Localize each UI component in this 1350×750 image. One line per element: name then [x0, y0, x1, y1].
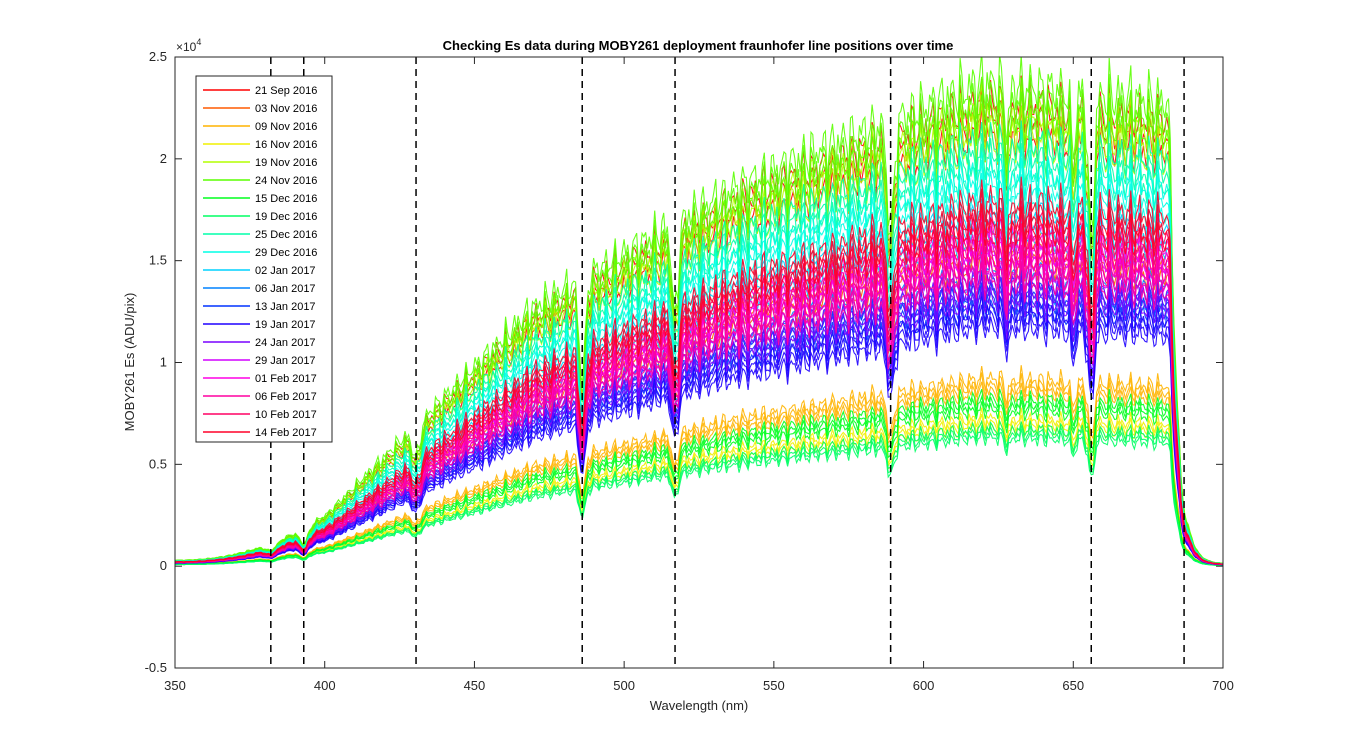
y-tick-label: 1: [160, 355, 167, 370]
series-line: [175, 424, 1223, 566]
series-line: [175, 313, 1223, 566]
y-tick-label: 1.5: [149, 253, 167, 268]
legend-entry: 06 Feb 2017: [255, 391, 317, 403]
series-line: [175, 158, 1223, 565]
series-line: [175, 57, 1223, 564]
series-line: [175, 242, 1223, 565]
series-line: [175, 148, 1223, 565]
x-tick-label: 650: [1062, 678, 1084, 693]
y-tick-label: 0.5: [149, 456, 167, 471]
legend-entry: 03 Nov 2016: [255, 103, 317, 115]
series-layer: [175, 57, 1223, 566]
series-line: [175, 129, 1223, 565]
series-line: [175, 285, 1223, 566]
legend-entry: 01 Feb 2017: [255, 373, 317, 385]
x-axis: 350 400 450 500 550 600 650 700: [164, 57, 1234, 693]
legend-entry: 19 Jan 2017: [255, 319, 316, 331]
x-tick-label: 450: [464, 678, 486, 693]
series-line: [175, 73, 1223, 564]
legend-entry: 16 Nov 2016: [255, 139, 317, 151]
chart-title: Checking Es data during MOBY261 deployme…: [443, 38, 954, 53]
legend-entry: 14 Feb 2017: [255, 427, 317, 439]
x-tick-label: 500: [613, 678, 635, 693]
legend-entry: 15 Dec 2016: [255, 193, 317, 205]
series-line: [175, 91, 1223, 564]
legend-entry: 21 Sep 2016: [255, 85, 317, 97]
legend-entry: 19 Dec 2016: [255, 211, 317, 223]
y-tick-label: -0.5: [145, 660, 167, 675]
series-line: [175, 388, 1223, 566]
series-line: [175, 117, 1223, 565]
legend-entry: 19 Nov 2016: [255, 157, 317, 169]
legend-box: [195, 75, 333, 443]
y-tick-label: 2.5: [149, 49, 167, 64]
legend: 21 Sep 2016 03 Nov 2016 09 Nov 2016 16 Nov …: [195, 75, 333, 443]
legend-entry: 29 Dec 2016: [255, 247, 317, 259]
series-line: [175, 251, 1223, 565]
y-tick-label: 0: [160, 558, 167, 573]
x-tick-label: 700: [1212, 678, 1234, 693]
y-exponent-label: ×104: [176, 37, 201, 54]
legend-entry: 24 Jan 2017: [255, 337, 316, 349]
series-line: [175, 407, 1223, 566]
y-axis: -0.5 0 0.5 1 1.5 2 2.5: [145, 49, 1223, 675]
legend-entry: 10 Feb 2017: [255, 409, 317, 421]
x-tick-label: 350: [164, 678, 186, 693]
x-tick-label: 600: [913, 678, 935, 693]
series-line: [175, 102, 1223, 565]
legend-entry: 24 Nov 2016: [255, 175, 317, 187]
legend-entry: 29 Jan 2017: [255, 355, 316, 367]
legend-entry: 02 Jan 2017: [255, 265, 316, 277]
legend-entry: 06 Jan 2017: [255, 283, 316, 295]
series-line: [175, 188, 1223, 565]
series-line: [175, 176, 1223, 565]
series-line: [175, 304, 1223, 566]
y-axis-label: MOBY261 Es (ADU/pix): [122, 293, 137, 432]
series-line: [175, 381, 1223, 566]
series-line: [175, 365, 1223, 566]
series-line: [175, 394, 1223, 566]
legend-entry: 25 Dec 2016: [255, 229, 317, 241]
legend-entry: 13 Jan 2017: [255, 301, 316, 313]
x-tick-label: 400: [314, 678, 336, 693]
series-line: [175, 372, 1223, 566]
series-line: [175, 204, 1223, 565]
x-tick-label: 550: [763, 678, 785, 693]
series-line: [175, 428, 1223, 566]
series-line: [175, 399, 1223, 566]
series-line: [175, 261, 1223, 565]
x-axis-label: Wavelength (nm): [650, 698, 749, 713]
legend-entry: 09 Nov 2016: [255, 121, 317, 133]
series-line: [175, 222, 1223, 565]
y-tick-label: 2: [160, 151, 167, 166]
series-line: [175, 291, 1223, 566]
